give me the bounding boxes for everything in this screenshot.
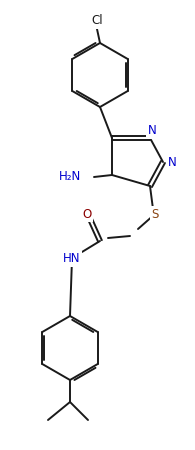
Text: Cl: Cl xyxy=(91,14,103,27)
Text: N: N xyxy=(168,156,176,168)
Text: HN: HN xyxy=(63,252,81,266)
Text: O: O xyxy=(82,207,92,220)
Text: H₂N: H₂N xyxy=(59,171,81,184)
Text: N: N xyxy=(148,125,156,138)
Text: S: S xyxy=(151,207,159,220)
